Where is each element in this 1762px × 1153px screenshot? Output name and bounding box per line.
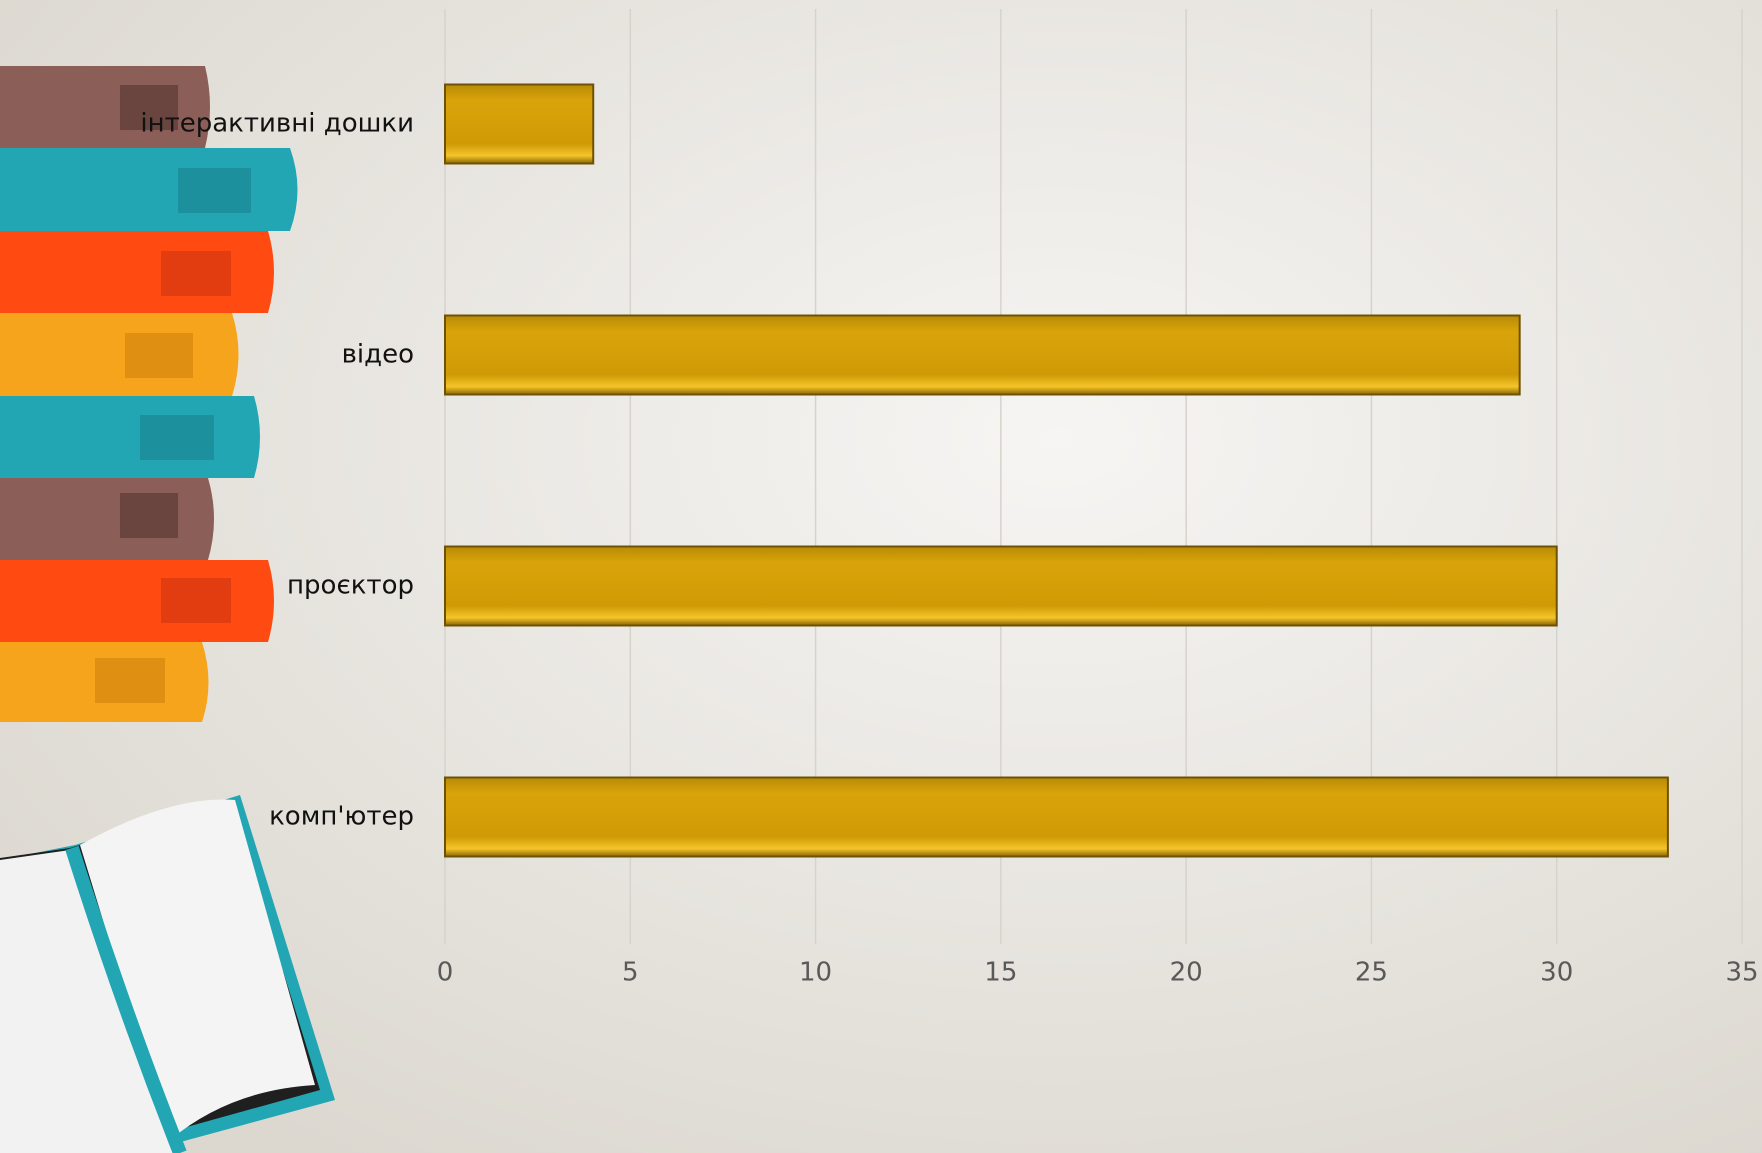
x-tick-label: 25: [1355, 958, 1388, 988]
x-tick-label: 30: [1540, 958, 1573, 988]
y-tick-label: проєктор: [287, 571, 414, 601]
bar: [444, 776, 1669, 858]
x-tick-label: 10: [799, 958, 832, 988]
x-tick-label: 15: [984, 958, 1017, 988]
y-tick-label: інтерактивні дошки: [140, 109, 414, 139]
bar: [444, 83, 595, 165]
books-decoration: [0, 66, 335, 1153]
x-tick-label: 0: [437, 958, 454, 988]
y-tick-label: комп'ютер: [269, 802, 414, 832]
x-tick-label: 20: [1170, 958, 1203, 988]
x-tick-label: 35: [1725, 958, 1758, 988]
bar: [444, 314, 1521, 396]
y-tick-label: відео: [342, 340, 414, 370]
bar: [444, 545, 1558, 627]
plot-area: 0 5 10 15 20 25 30 35 інтерактивні дошки відео про…: [140, 9, 1759, 988]
x-tick-label: 5: [622, 958, 639, 988]
